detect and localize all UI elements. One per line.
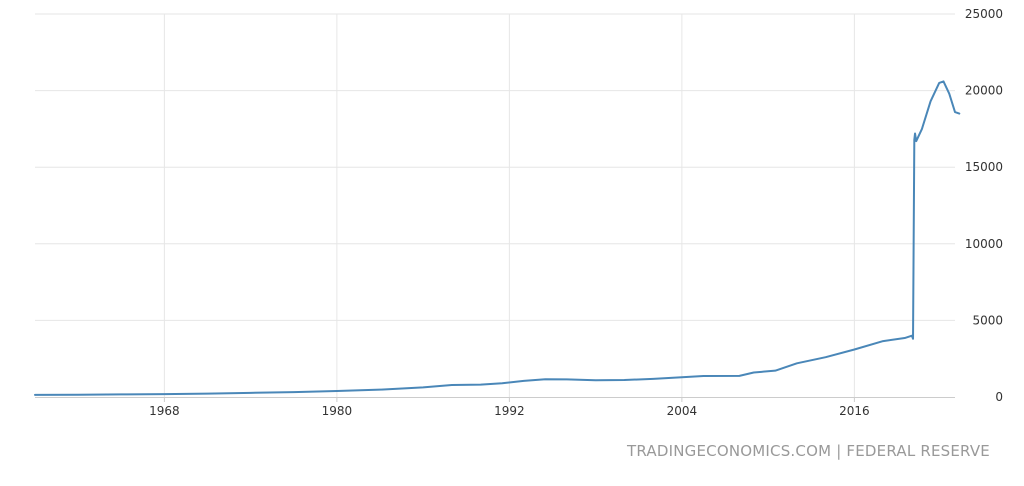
y-tick-label: 25000 — [965, 7, 1003, 21]
x-tick-label: 2004 — [667, 404, 698, 418]
chart-series — [34, 80, 961, 396]
x-tick-label: 1992 — [494, 404, 525, 418]
chart-tick-labels: 0 5000 10000 15000 20000 25000 1968 1980 1992 200… — [149, 7, 1003, 418]
x-tick-label: 2016 — [839, 404, 870, 418]
y-tick-label: 10000 — [965, 237, 1003, 251]
x-tick-label: 1968 — [149, 404, 180, 418]
y-tick-label: 20000 — [965, 84, 1003, 98]
y-tick-label: 5000 — [972, 313, 1003, 327]
x-tick-label: 1980 — [322, 404, 353, 418]
y-tick-label: 0 — [995, 390, 1003, 404]
series-line-0 — [34, 80, 961, 396]
source-attribution[interactable]: TRADINGECONOMICS.COM | FEDERAL RESERVE — [627, 442, 990, 460]
chart-axes — [35, 397, 955, 402]
y-tick-label: 15000 — [965, 160, 1003, 174]
chart-grid — [35, 13, 955, 397]
